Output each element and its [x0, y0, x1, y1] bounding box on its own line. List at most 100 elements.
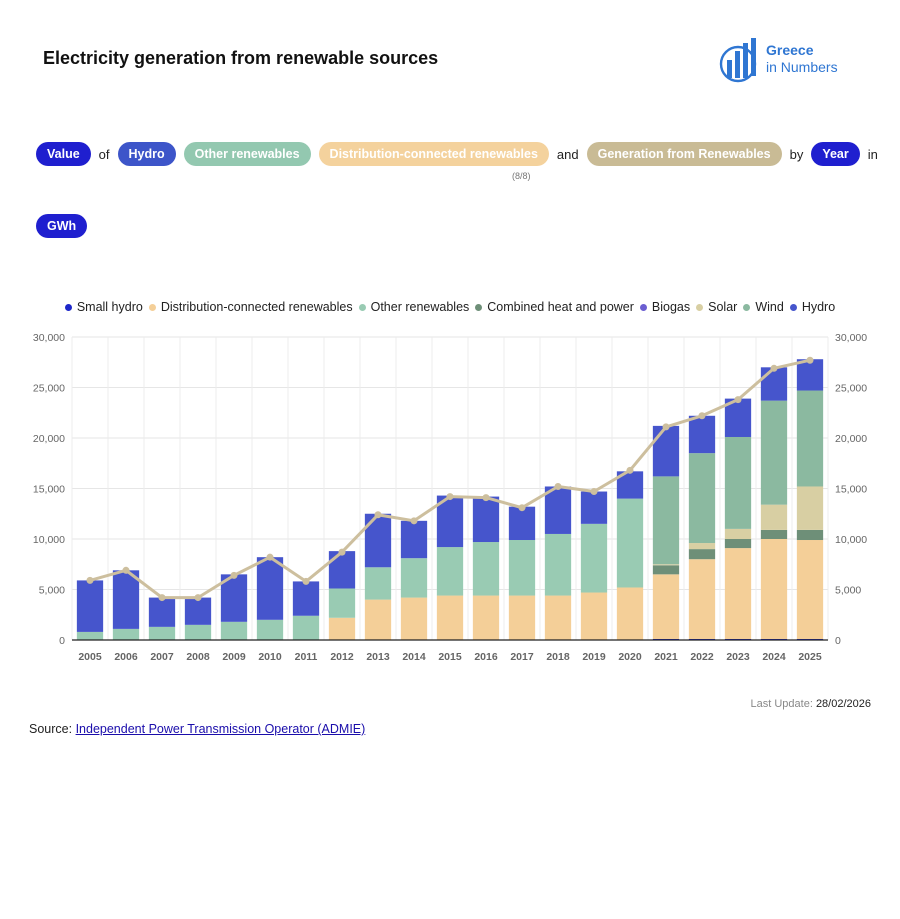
- x-tick-label: 2024: [762, 651, 786, 663]
- bar-segment: [652, 574, 680, 639]
- bar-segment: [472, 496, 500, 543]
- generation-total-point: [806, 356, 814, 364]
- bar-segment: [760, 400, 788, 505]
- distribution-filter-pill[interactable]: Distribution-connected renewables: [318, 142, 549, 166]
- logo-line-2: in Numbers: [766, 59, 838, 75]
- generation-filter-pill[interactable]: Generation from Renewables: [586, 142, 782, 166]
- legend-item-small-hydro[interactable]: Small hydro: [64, 300, 143, 314]
- bar-segment: [688, 543, 716, 550]
- value-filter-pill[interactable]: Value: [36, 142, 91, 166]
- bar-segment: [652, 476, 680, 565]
- query-filter-bar: Value of Hydro Other renewables Distribu…: [36, 141, 886, 167]
- bar-segment: [760, 367, 788, 401]
- x-tick-label: 2012: [330, 651, 354, 663]
- bar-segment: [112, 628, 140, 640]
- bar-segment: [292, 615, 320, 640]
- of-word: of: [98, 146, 110, 162]
- generation-total-point: [626, 466, 634, 474]
- x-tick-label: 2014: [402, 651, 426, 663]
- x-tick-label: 2006: [114, 651, 138, 663]
- legend-item-other-renewables[interactable]: Other renewables: [358, 300, 469, 314]
- generation-total-point: [122, 566, 130, 574]
- x-tick-label: 2021: [654, 651, 678, 663]
- chart-legend: Small hydro Distribution-connected renewa…: [0, 300, 900, 314]
- bar-segment: [760, 539, 788, 639]
- generation-total-point: [266, 553, 274, 561]
- last-update-label: Last Update:: [750, 698, 813, 710]
- x-tick-label: 2019: [582, 651, 606, 663]
- hydro-filter-pill[interactable]: Hydro: [117, 142, 176, 166]
- bar-segment: [652, 565, 680, 575]
- other-renewables-filter-pill[interactable]: Other renewables: [183, 142, 311, 166]
- y-tick-label-left: 5,000: [39, 585, 65, 597]
- legend-label: Distribution-connected renewables: [160, 300, 353, 314]
- bar-segment: [580, 491, 608, 524]
- bar-segment: [688, 559, 716, 639]
- bar-segment: [724, 548, 752, 639]
- bar-segment: [328, 617, 356, 640]
- bar-segment: [688, 549, 716, 560]
- generation-total-point: [230, 571, 238, 579]
- bar-segment: [148, 626, 176, 640]
- bar-segment: [436, 595, 464, 640]
- unit-filter-pill[interactable]: GWh: [36, 214, 88, 238]
- y-tick-label-left: 20,000: [33, 433, 65, 445]
- y-tick-label-right: 0: [835, 635, 841, 647]
- year-filter-pill[interactable]: Year: [811, 142, 860, 166]
- bar-segment: [616, 498, 644, 588]
- legend-label: Biogas: [651, 300, 691, 314]
- legend-item-wind[interactable]: Wind: [743, 300, 784, 314]
- generation-total-point: [158, 594, 166, 602]
- x-tick-label: 2008: [186, 651, 210, 663]
- bar-segment: [688, 453, 716, 544]
- generation-total-point: [662, 423, 670, 431]
- legend-label: Wind: [755, 300, 784, 314]
- bar-segment: [724, 436, 752, 529]
- x-tick-label: 2022: [690, 651, 714, 663]
- logo-line-1: Greece: [766, 42, 814, 58]
- brand-logo[interactable]: Greece in Numbers: [718, 36, 868, 84]
- bar-segment: [472, 542, 500, 596]
- bar-segment: [580, 592, 608, 640]
- x-tick-label: 2010: [258, 651, 282, 663]
- y-tick-label-right: 5,000: [835, 585, 861, 597]
- bar-segment: [220, 621, 248, 640]
- legend-item-solar[interactable]: Solar: [696, 300, 737, 314]
- bar-segment: [724, 528, 752, 539]
- bar-segment: [184, 597, 212, 625]
- bar-segment: [184, 624, 212, 640]
- legend-item-hydro[interactable]: Hydro: [789, 300, 835, 314]
- bar-segment: [652, 425, 680, 477]
- bar-segment: [436, 547, 464, 596]
- bar-segment: [724, 539, 752, 549]
- legend-item-biogas[interactable]: Biogas: [639, 300, 691, 314]
- bar-segment: [508, 540, 536, 596]
- chart-title: Electricity generation from renewable so…: [43, 48, 439, 68]
- generation-total-point: [194, 594, 202, 602]
- y-tick-label-right: 25,000: [835, 383, 867, 395]
- x-tick-label: 2009: [222, 651, 246, 663]
- bar-segment: [76, 580, 104, 632]
- bar-segment: [508, 506, 536, 541]
- bar-segment: [256, 619, 284, 640]
- bar-segment: [796, 390, 824, 487]
- generation-total-point: [554, 482, 562, 490]
- by-word: by: [789, 146, 804, 162]
- generation-total-point: [338, 548, 346, 556]
- legend-item-distribution-connected-renewables[interactable]: Distribution-connected renewables: [148, 300, 353, 314]
- legend-dot-icon: [743, 303, 751, 311]
- generation-total-point: [86, 576, 94, 584]
- bar-segment: [796, 529, 824, 541]
- bar-segment: [364, 599, 392, 640]
- bar-segment: [652, 564, 680, 566]
- source-note: Source: Independent Power Transmission O…: [29, 722, 365, 736]
- x-tick-label: 2017: [510, 651, 534, 663]
- generation-total-point: [410, 517, 418, 525]
- y-tick-label-left: 25,000: [33, 383, 65, 395]
- bar-segment: [292, 581, 320, 616]
- y-tick-label-left: 30,000: [33, 332, 65, 344]
- source-link[interactable]: Independent Power Transmission Operator …: [75, 722, 366, 736]
- generation-total-point: [302, 577, 310, 585]
- legend-item-combined-heat-and-power[interactable]: Combined heat and power: [475, 300, 634, 314]
- stacked-bar-chart: 0 0 5,000 5,000 10,000 10,000 15,000 15,000 20,0…: [33, 332, 867, 663]
